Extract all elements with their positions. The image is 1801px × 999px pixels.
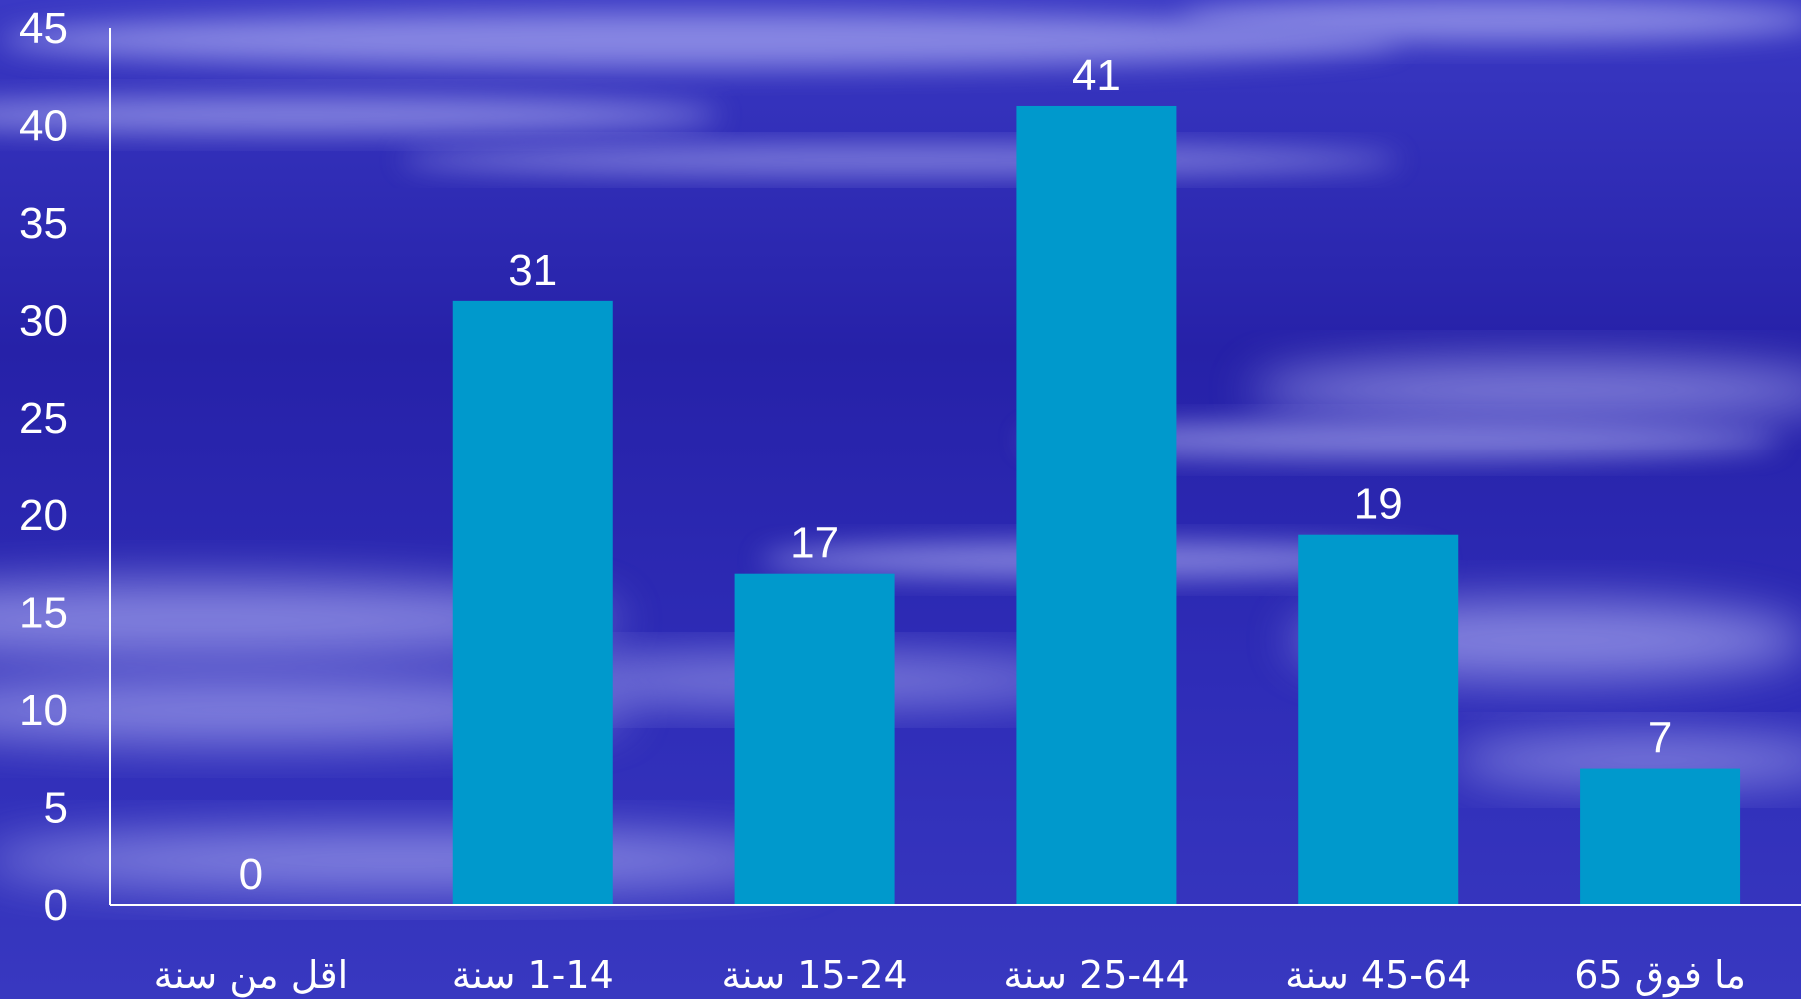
bar-value-label: 19 [1354,480,1403,529]
bar-value-label: 17 [790,519,839,568]
x-category-label: 1-14 سنة [452,953,614,997]
x-category-label: 25-44 سنة [1003,953,1189,997]
y-tick-labels: 0 5 10 15 20 25 30 35 40 45 [19,4,68,930]
y-tick-label: 35 [19,199,68,248]
bar-value-label: 31 [508,246,557,295]
y-tick-label: 15 [19,589,68,638]
bar [1298,534,1459,905]
y-tick-label: 10 [19,686,68,735]
bar-value-label: 41 [1072,51,1121,100]
x-category-label: اقل من سنة [154,953,349,998]
y-tick-label: 30 [19,296,68,345]
y-tick-label: 40 [19,101,68,150]
x-category-label: 15-24 سنة [721,953,907,997]
bars-layer [452,105,1741,905]
bar [452,300,613,905]
bar [1580,768,1741,905]
y-tick-label: 5 [44,784,68,833]
bar [734,573,895,905]
x-category-label: 45-64 سنة [1285,953,1471,997]
bar-value-label: 7 [1648,714,1672,763]
y-tick-label: 0 [44,881,68,930]
y-tick-label: 25 [19,394,68,443]
category-labels: اقل من سنة 1-14 سنة 15-24 سنة 25-44 سنة 45-6… [154,953,1746,998]
bar [1016,105,1177,905]
x-category-label: ما فوق 65 [1574,953,1746,998]
bar-value-label: 0 [239,850,263,899]
y-tick-label: 45 [19,4,68,53]
data-labels: 0 31 17 41 19 7 [239,51,1673,899]
y-tick-label: 20 [19,491,68,540]
